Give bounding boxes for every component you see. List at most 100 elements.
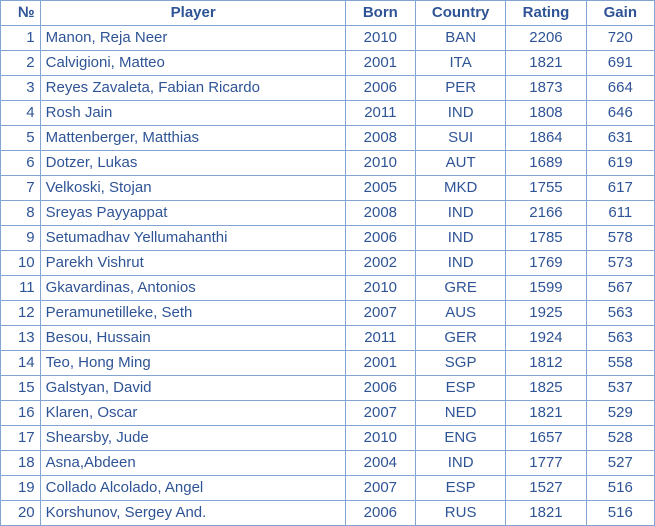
cell-gain: 578 xyxy=(586,226,654,251)
cell-player: Manon, Reja Neer xyxy=(40,26,345,51)
table-row: 19Collado Alcolado, Angel2007ESP1527516 xyxy=(1,476,655,501)
cell-country: BAN xyxy=(415,26,505,51)
cell-rating: 1924 xyxy=(506,326,586,351)
cell-player: Peramunetilleke, Seth xyxy=(40,301,345,326)
cell-rank: 6 xyxy=(1,151,41,176)
cell-gain: 529 xyxy=(586,401,654,426)
cell-rating: 1769 xyxy=(506,251,586,276)
cell-born: 2011 xyxy=(345,326,415,351)
cell-player: Asna,Abdeen xyxy=(40,451,345,476)
cell-player: Besou, Hussain xyxy=(40,326,345,351)
cell-gain: 527 xyxy=(586,451,654,476)
table-row: 3Reyes Zavaleta, Fabian Ricardo2006PER18… xyxy=(1,76,655,101)
cell-born: 2010 xyxy=(345,26,415,51)
cell-country: AUT xyxy=(415,151,505,176)
cell-player: Rosh Jain xyxy=(40,101,345,126)
cell-rank: 1 xyxy=(1,26,41,51)
cell-born: 2011 xyxy=(345,101,415,126)
cell-rank: 17 xyxy=(1,426,41,451)
cell-rating: 1527 xyxy=(506,476,586,501)
cell-gain: 537 xyxy=(586,376,654,401)
cell-gain: 558 xyxy=(586,351,654,376)
cell-gain: 720 xyxy=(586,26,654,51)
cell-born: 2005 xyxy=(345,176,415,201)
header-rating: Rating xyxy=(506,1,586,26)
header-rank: № xyxy=(1,1,41,26)
table-row: 20Korshunov, Sergey And.2006RUS1821516 xyxy=(1,501,655,526)
cell-player: Collado Alcolado, Angel xyxy=(40,476,345,501)
cell-rating: 2206 xyxy=(506,26,586,51)
cell-born: 2010 xyxy=(345,426,415,451)
cell-player: Mattenberger, Matthias xyxy=(40,126,345,151)
cell-gain: 573 xyxy=(586,251,654,276)
cell-rating: 1925 xyxy=(506,301,586,326)
header-born: Born xyxy=(345,1,415,26)
cell-rating: 1599 xyxy=(506,276,586,301)
cell-gain: 611 xyxy=(586,201,654,226)
table-row: 4Rosh Jain2011IND1808646 xyxy=(1,101,655,126)
cell-rating: 2166 xyxy=(506,201,586,226)
cell-rank: 12 xyxy=(1,301,41,326)
table-header: № Player Born Country Rating Gain xyxy=(1,1,655,26)
cell-player: Klaren, Oscar xyxy=(40,401,345,426)
cell-rating: 1785 xyxy=(506,226,586,251)
cell-born: 2007 xyxy=(345,301,415,326)
cell-country: NED xyxy=(415,401,505,426)
cell-player: Gkavardinas, Antonios xyxy=(40,276,345,301)
cell-country: IND xyxy=(415,201,505,226)
cell-born: 2008 xyxy=(345,126,415,151)
cell-country: GRE xyxy=(415,276,505,301)
table-row: 6Dotzer, Lukas2010AUT1689619 xyxy=(1,151,655,176)
table-row: 8Sreyas Payyappat2008IND2166611 xyxy=(1,201,655,226)
cell-born: 2002 xyxy=(345,251,415,276)
table-row: 9Setumadhav Yellumahanthi2006IND1785578 xyxy=(1,226,655,251)
cell-gain: 617 xyxy=(586,176,654,201)
cell-rank: 7 xyxy=(1,176,41,201)
cell-born: 2001 xyxy=(345,351,415,376)
cell-born: 2001 xyxy=(345,51,415,76)
table-row: 12Peramunetilleke, Seth2007AUS1925563 xyxy=(1,301,655,326)
cell-gain: 619 xyxy=(586,151,654,176)
cell-country: MKD xyxy=(415,176,505,201)
table-row: 15Galstyan, David2006ESP1825537 xyxy=(1,376,655,401)
cell-gain: 646 xyxy=(586,101,654,126)
cell-rank: 10 xyxy=(1,251,41,276)
cell-born: 2007 xyxy=(345,476,415,501)
cell-rank: 15 xyxy=(1,376,41,401)
cell-player: Velkoski, Stojan xyxy=(40,176,345,201)
cell-rank: 3 xyxy=(1,76,41,101)
cell-country: IND xyxy=(415,251,505,276)
cell-gain: 567 xyxy=(586,276,654,301)
header-country: Country xyxy=(415,1,505,26)
cell-gain: 563 xyxy=(586,326,654,351)
table-row: 10Parekh Vishrut2002IND1769573 xyxy=(1,251,655,276)
cell-country: GER xyxy=(415,326,505,351)
cell-rating: 1821 xyxy=(506,51,586,76)
cell-country: ESP xyxy=(415,376,505,401)
cell-country: AUS xyxy=(415,301,505,326)
cell-born: 2010 xyxy=(345,151,415,176)
cell-player: Setumadhav Yellumahanthi xyxy=(40,226,345,251)
cell-rank: 2 xyxy=(1,51,41,76)
cell-rank: 16 xyxy=(1,401,41,426)
cell-country: ESP xyxy=(415,476,505,501)
table-row: 2Calvigioni, Matteo2001ITA1821691 xyxy=(1,51,655,76)
cell-player: Korshunov, Sergey And. xyxy=(40,501,345,526)
cell-gain: 664 xyxy=(586,76,654,101)
cell-born: 2006 xyxy=(345,76,415,101)
cell-rating: 1821 xyxy=(506,501,586,526)
cell-rating: 1825 xyxy=(506,376,586,401)
cell-rating: 1755 xyxy=(506,176,586,201)
cell-rating: 1821 xyxy=(506,401,586,426)
cell-rank: 19 xyxy=(1,476,41,501)
cell-rank: 18 xyxy=(1,451,41,476)
cell-rating: 1812 xyxy=(506,351,586,376)
cell-rating: 1873 xyxy=(506,76,586,101)
cell-country: SGP xyxy=(415,351,505,376)
cell-rating: 1777 xyxy=(506,451,586,476)
cell-player: Calvigioni, Matteo xyxy=(40,51,345,76)
table-row: 14Teo, Hong Ming2001SGP1812558 xyxy=(1,351,655,376)
cell-rating: 1864 xyxy=(506,126,586,151)
cell-country: RUS xyxy=(415,501,505,526)
cell-country: ITA xyxy=(415,51,505,76)
